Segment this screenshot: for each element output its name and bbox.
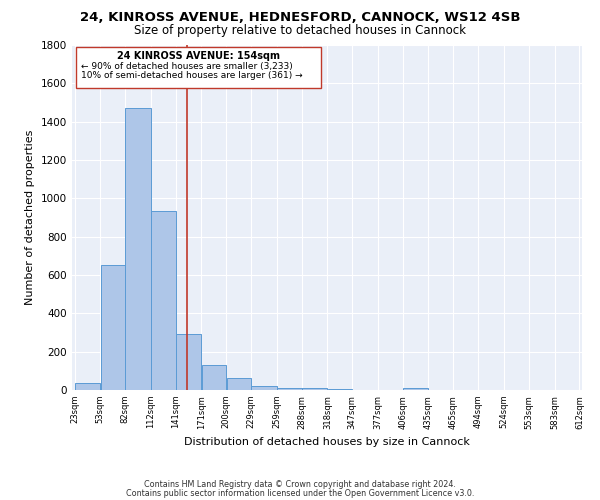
- Bar: [176, 334, 201, 390]
- Bar: [328, 389, 352, 390]
- Bar: [302, 388, 327, 390]
- Bar: [403, 388, 427, 390]
- Bar: [202, 366, 226, 390]
- X-axis label: Distribution of detached houses by size in Cannock: Distribution of detached houses by size …: [184, 437, 470, 447]
- Text: ← 90% of detached houses are smaller (3,233): ← 90% of detached houses are smaller (3,…: [80, 62, 292, 70]
- Text: Contains HM Land Registry data © Crown copyright and database right 2024.: Contains HM Land Registry data © Crown c…: [144, 480, 456, 489]
- Y-axis label: Number of detached properties: Number of detached properties: [25, 130, 35, 305]
- Text: 24, KINROSS AVENUE, HEDNESFORD, CANNOCK, WS12 4SB: 24, KINROSS AVENUE, HEDNESFORD, CANNOCK,…: [80, 11, 520, 24]
- Bar: [277, 388, 302, 390]
- Text: 24 KINROSS AVENUE: 154sqm: 24 KINROSS AVENUE: 154sqm: [117, 50, 280, 60]
- Text: 10% of semi-detached houses are larger (361) →: 10% of semi-detached houses are larger (…: [80, 71, 302, 80]
- Text: Size of property relative to detached houses in Cannock: Size of property relative to detached ho…: [134, 24, 466, 37]
- Bar: [75, 382, 100, 390]
- Bar: [101, 265, 125, 390]
- Bar: [151, 211, 176, 390]
- Bar: [125, 108, 151, 390]
- Bar: [227, 378, 251, 390]
- FancyBboxPatch shape: [76, 47, 320, 88]
- Bar: [251, 386, 277, 390]
- Text: Contains public sector information licensed under the Open Government Licence v3: Contains public sector information licen…: [126, 488, 474, 498]
